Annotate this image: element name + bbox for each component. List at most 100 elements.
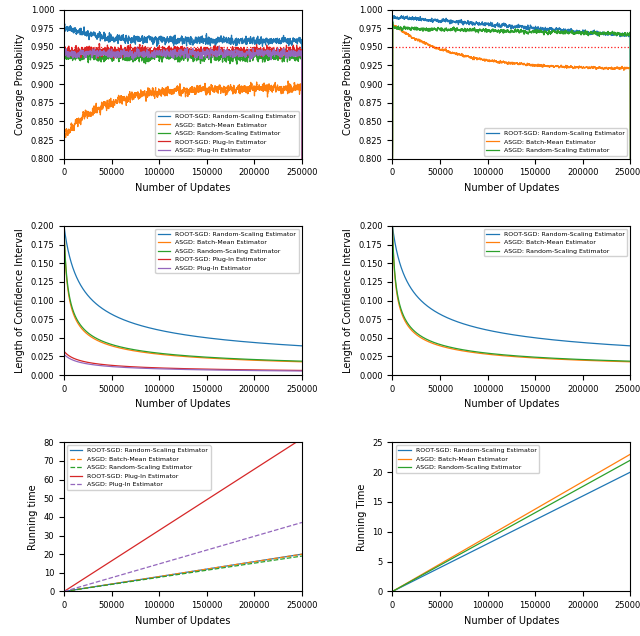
Legend: ROOT-SGD: Random-Scaling Estimator, ASGD: Batch-Mean Estimator, ASGD: Random-Sca: ROOT-SGD: Random-Scaling Estimator, ASGD… [156,229,299,273]
Line: ASGD: Batch-Mean Estimator: ASGD: Batch-Mean Estimator [64,226,302,362]
ROOT-SGD: Plug-In Estimator: (2.23e+05, 73.2): Plug-In Estimator: (2.23e+05, 73.2) [273,451,280,459]
ASGD: Plug-In Estimator: (2.23e+05, 0.941): Plug-In Estimator: (2.23e+05, 0.941) [273,50,280,58]
ASGD: Random-Scaling Estimator: (2.14e+05, 16.2): Random-Scaling Estimator: (2.14e+05, 16.… [264,557,271,565]
X-axis label: Number of Updates: Number of Updates [464,616,559,626]
ASGD: Random-Scaling Estimator: (2.5e+05, 0.8): Random-Scaling Estimator: (2.5e+05, 0.8) [627,155,634,163]
ASGD: Batch-Mean Estimator: (2.23e+05, 0.892): Batch-Mean Estimator: (2.23e+05, 0.892) [273,86,280,93]
Line: ASGD: Random-Scaling Estimator: ASGD: Random-Scaling Estimator [64,48,302,159]
ASGD: Batch-Mean Estimator: (9.69e+04, 8.92): Batch-Mean Estimator: (9.69e+04, 8.92) [481,534,488,542]
ASGD: Random-Scaling Estimator: (0, 0): Random-Scaling Estimator: (0, 0) [60,588,68,595]
ASGD: Random-Scaling Estimator: (2.04e+05, 0.0207): Random-Scaling Estimator: (2.04e+05, 0.0… [582,356,590,364]
ASGD: Random-Scaling Estimator: (1.39e+05, 0.0249): Random-Scaling Estimator: (1.39e+05, 0.0… [193,353,200,361]
Y-axis label: Running Time: Running Time [356,483,367,551]
ROOT-SGD: Random-Scaling Estimator: (5.2e+03, 0.976): Random-Scaling Estimator: (5.2e+03, 0.97… [65,24,73,31]
ROOT-SGD: Random-Scaling Estimator: (2.14e+05, 0.0423): Random-Scaling Estimator: (2.14e+05, 0.0… [264,340,271,347]
ASGD: Random-Scaling Estimator: (9.69e+04, 0.0298): Random-Scaling Estimator: (9.69e+04, 0.0… [481,349,488,357]
X-axis label: Number of Updates: Number of Updates [135,399,230,410]
ROOT-SGD: Random-Scaling Estimator: (1.39e+05, 0.0517): Random-Scaling Estimator: (1.39e+05, 0.0… [522,333,529,340]
ASGD: Batch-Mean Estimator: (2.04e+05, 0.923): Batch-Mean Estimator: (2.04e+05, 0.923) [582,63,590,71]
ROOT-SGD: Plug-In Estimator: (2.04e+05, 0.945): Plug-In Estimator: (2.04e+05, 0.945) [254,47,262,55]
Y-axis label: Length of Confidence Interval: Length of Confidence Interval [344,228,353,373]
ASGD: Random-Scaling Estimator: (2.23e+05, 0.968): Random-Scaling Estimator: (2.23e+05, 0.9… [601,29,609,37]
ROOT-SGD: Plug-In Estimator: (2.14e+05, 0.00676): Plug-In Estimator: (2.14e+05, 0.00676) [264,366,271,374]
ASGD: Batch-Mean Estimator: (1.39e+05, 0.0238): Batch-Mean Estimator: (1.39e+05, 0.0238) [193,354,200,361]
ROOT-SGD: Random-Scaling Estimator: (2.04e+05, 16.3): Random-Scaling Estimator: (2.04e+05, 16.… [254,557,262,565]
ROOT-SGD: Random-Scaling Estimator: (2.04e+05, 16.3): Random-Scaling Estimator: (2.04e+05, 16.… [582,490,590,498]
Line: ASGD: Batch-Mean Estimator: ASGD: Batch-Mean Estimator [64,81,302,159]
ASGD: Batch-Mean Estimator: (0, 0.8): Batch-Mean Estimator: (0, 0.8) [388,155,396,163]
ASGD: Batch-Mean Estimator: (9.69e+04, 7.76): Batch-Mean Estimator: (9.69e+04, 7.76) [152,573,160,581]
ASGD: Random-Scaling Estimator: (9.69e+04, 7.37): Random-Scaling Estimator: (9.69e+04, 7.3… [152,574,160,581]
ASGD: Batch-Mean Estimator: (700, 0.98): Batch-Mean Estimator: (700, 0.98) [389,20,397,28]
Line: ROOT-SGD: Random-Scaling Estimator: ROOT-SGD: Random-Scaling Estimator [392,226,630,346]
Line: ROOT-SGD: Random-Scaling Estimator: ROOT-SGD: Random-Scaling Estimator [64,554,302,591]
ROOT-SGD: Random-Scaling Estimator: (2.14e+05, 0.957): Random-Scaling Estimator: (2.14e+05, 0.9… [264,38,271,45]
ROOT-SGD: Random-Scaling Estimator: (9.69e+04, 0.0612): Random-Scaling Estimator: (9.69e+04, 0.0… [152,326,160,333]
ASGD: Random-Scaling Estimator: (2.04e+05, 0.967): Random-Scaling Estimator: (2.04e+05, 0.9… [582,31,590,38]
ASGD: Random-Scaling Estimator: (2.23e+05, 17): Random-Scaling Estimator: (2.23e+05, 17) [273,556,280,563]
ASGD: Plug-In Estimator: (0, 0): Plug-In Estimator: (0, 0) [60,588,68,595]
ROOT-SGD: Plug-In Estimator: (2.04e+05, 66.8): Plug-In Estimator: (2.04e+05, 66.8) [254,463,262,471]
ASGD: Random-Scaling Estimator: (2.04e+05, 17.9): Random-Scaling Estimator: (2.04e+05, 17.… [582,481,590,488]
X-axis label: Number of Updates: Number of Updates [464,399,559,410]
ROOT-SGD: Plug-In Estimator: (2.5e+05, 82): Plug-In Estimator: (2.5e+05, 82) [298,435,306,443]
ROOT-SGD: Plug-In Estimator: (2.14e+05, 0.945): Plug-In Estimator: (2.14e+05, 0.945) [264,47,271,55]
Legend: ROOT-SGD: Random-Scaling Estimator, ASGD: Batch-Mean Estimator, ASGD: Random-Sca: ROOT-SGD: Random-Scaling Estimator, ASGD… [67,445,211,490]
ASGD: Random-Scaling Estimator: (2.14e+05, 18.8): Random-Scaling Estimator: (2.14e+05, 18.… [592,475,600,483]
ROOT-SGD: Random-Scaling Estimator: (2.23e+05, 0.0414): Random-Scaling Estimator: (2.23e+05, 0.0… [273,340,280,348]
ASGD: Batch-Mean Estimator: (2.14e+05, 0.883): Batch-Mean Estimator: (2.14e+05, 0.883) [264,93,271,101]
ASGD: Random-Scaling Estimator: (0, 0.8): Random-Scaling Estimator: (0, 0.8) [60,155,68,163]
ASGD: Batch-Mean Estimator: (2.04e+05, 18.7): Batch-Mean Estimator: (2.04e+05, 18.7) [582,476,590,483]
ROOT-SGD: Plug-In Estimator: (2.5e+05, 0.00628): Plug-In Estimator: (2.5e+05, 0.00628) [298,366,306,374]
ROOT-SGD: Plug-In Estimator: (5.1e+03, 0.026): Plug-In Estimator: (5.1e+03, 0.026) [65,352,73,359]
ASGD: Batch-Mean Estimator: (5.1e+03, 0.106): Batch-Mean Estimator: (5.1e+03, 0.106) [394,292,401,300]
ASGD: Batch-Mean Estimator: (2.5e+05, 20): Batch-Mean Estimator: (2.5e+05, 20) [298,550,306,558]
ASGD: Plug-In Estimator: (5.1e+03, 0.0228): Plug-In Estimator: (5.1e+03, 0.0228) [65,354,73,362]
ASGD: Random-Scaling Estimator: (5.1e+03, 0.94): Random-Scaling Estimator: (5.1e+03, 0.94… [65,51,73,59]
ROOT-SGD: Random-Scaling Estimator: (0, 1): Random-Scaling Estimator: (0, 1) [60,6,68,13]
ROOT-SGD: Random-Scaling Estimator: (1.39e+05, 0.0517): Random-Scaling Estimator: (1.39e+05, 0.0… [193,333,200,340]
ASGD: Batch-Mean Estimator: (9.69e+04, 0.0284): Batch-Mean Estimator: (9.69e+04, 0.0284) [152,350,160,357]
ROOT-SGD: Plug-In Estimator: (1.39e+05, 45.7): Plug-In Estimator: (1.39e+05, 45.7) [193,502,200,510]
ROOT-SGD: Random-Scaling Estimator: (1, 0.2): Random-Scaling Estimator: (1, 0.2) [388,222,396,230]
ASGD: Batch-Mean Estimator: (1, 0.2): Batch-Mean Estimator: (1, 0.2) [388,222,396,230]
ASGD: Random-Scaling Estimator: (9.69e+04, 0.0298): Random-Scaling Estimator: (9.69e+04, 0.0… [152,349,160,357]
Line: ROOT-SGD: Random-Scaling Estimator: ROOT-SGD: Random-Scaling Estimator [64,226,302,346]
ASGD: Batch-Mean Estimator: (2.23e+05, 20.5): Batch-Mean Estimator: (2.23e+05, 20.5) [601,465,609,473]
Line: ROOT-SGD: Plug-In Estimator: ROOT-SGD: Plug-In Estimator [64,43,302,159]
ASGD: Batch-Mean Estimator: (1.39e+05, 0.892): Batch-Mean Estimator: (1.39e+05, 0.892) [193,86,200,94]
Line: ROOT-SGD: Random-Scaling Estimator: ROOT-SGD: Random-Scaling Estimator [392,472,630,591]
ASGD: Batch-Mean Estimator: (2.35e+05, 0.904): Batch-Mean Estimator: (2.35e+05, 0.904) [284,77,292,85]
Line: ASGD: Batch-Mean Estimator: ASGD: Batch-Mean Estimator [64,554,302,591]
ROOT-SGD: Plug-In Estimator: (2.23e+05, 0.944): Plug-In Estimator: (2.23e+05, 0.944) [273,48,280,55]
ROOT-SGD: Random-Scaling Estimator: (2.23e+05, 0.967): Random-Scaling Estimator: (2.23e+05, 0.9… [601,30,609,38]
ROOT-SGD: Random-Scaling Estimator: (2.23e+05, 17.9): Random-Scaling Estimator: (2.23e+05, 17.… [601,481,609,488]
Legend: ROOT-SGD: Random-Scaling Estimator, ASGD: Batch-Mean Estimator, ASGD: Random-Sca: ROOT-SGD: Random-Scaling Estimator, ASGD… [484,229,627,256]
ROOT-SGD: Random-Scaling Estimator: (2.04e+05, 0.962): Random-Scaling Estimator: (2.04e+05, 0.9… [254,34,262,41]
ASGD: Plug-In Estimator: (5.1e+03, 0.755): Plug-In Estimator: (5.1e+03, 0.755) [65,586,73,594]
ROOT-SGD: Random-Scaling Estimator: (1.4e+05, 0.955): Random-Scaling Estimator: (1.4e+05, 0.95… [193,39,201,46]
ROOT-SGD: Plug-In Estimator: (9.69e+04, 31.8): Plug-In Estimator: (9.69e+04, 31.8) [152,529,160,536]
ASGD: Random-Scaling Estimator: (0, 0): Random-Scaling Estimator: (0, 0) [388,588,396,595]
ASGD: Batch-Mean Estimator: (2.23e+05, 0.921): Batch-Mean Estimator: (2.23e+05, 0.921) [601,65,609,73]
ROOT-SGD: Random-Scaling Estimator: (2.14e+05, 0.969): Random-Scaling Estimator: (2.14e+05, 0.9… [592,29,600,36]
ASGD: Batch-Mean Estimator: (0, 0): Batch-Mean Estimator: (0, 0) [388,588,396,595]
ROOT-SGD: Plug-In Estimator: (2.5e+05, 0.8): Plug-In Estimator: (2.5e+05, 0.8) [298,155,306,163]
ASGD: Random-Scaling Estimator: (1, 0.2): Random-Scaling Estimator: (1, 0.2) [60,222,68,230]
ROOT-SGD: Plug-In Estimator: (3.71e+04, 0.955): Plug-In Estimator: (3.71e+04, 0.955) [95,39,103,47]
ASGD: Batch-Mean Estimator: (1.39e+05, 11.2): Batch-Mean Estimator: (1.39e+05, 11.2) [193,567,200,574]
ROOT-SGD: Plug-In Estimator: (1.4e+05, 0.945): Plug-In Estimator: (1.4e+05, 0.945) [193,47,201,55]
ROOT-SGD: Random-Scaling Estimator: (2.14e+05, 17.1): Random-Scaling Estimator: (2.14e+05, 17.… [592,485,600,493]
ASGD: Plug-In Estimator: (2.14e+05, 0.94): Plug-In Estimator: (2.14e+05, 0.94) [264,51,271,59]
ASGD: Batch-Mean Estimator: (2.5e+05, 0.8): Batch-Mean Estimator: (2.5e+05, 0.8) [298,155,306,163]
ROOT-SGD: Random-Scaling Estimator: (5.2e+03, 0.99): Random-Scaling Estimator: (5.2e+03, 0.99… [394,13,401,21]
ASGD: Batch-Mean Estimator: (2.5e+05, 0.8): Batch-Mean Estimator: (2.5e+05, 0.8) [627,155,634,163]
ASGD: Plug-In Estimator: (2.5e+05, 37): Plug-In Estimator: (2.5e+05, 37) [298,518,306,526]
Legend: ROOT-SGD: Random-Scaling Estimator, ASGD: Batch-Mean Estimator, ASGD: Random-Sca: ROOT-SGD: Random-Scaling Estimator, ASGD… [484,128,627,156]
ASGD: Batch-Mean Estimator: (2.5e+05, 0.0178): Batch-Mean Estimator: (2.5e+05, 0.0178) [627,358,634,366]
ASGD: Plug-In Estimator: (5.1e+03, 0.938): Plug-In Estimator: (5.1e+03, 0.938) [65,52,73,60]
ASGD: Random-Scaling Estimator: (2.14e+05, 0.0202): Random-Scaling Estimator: (2.14e+05, 0.0… [592,356,600,364]
ASGD: Random-Scaling Estimator: (5.1e+03, 0.388): Random-Scaling Estimator: (5.1e+03, 0.38… [65,587,73,595]
Line: ASGD: Batch-Mean Estimator: ASGD: Batch-Mean Estimator [392,226,630,362]
ROOT-SGD: Random-Scaling Estimator: (2.04e+05, 0.0433): Random-Scaling Estimator: (2.04e+05, 0.0… [254,339,262,347]
